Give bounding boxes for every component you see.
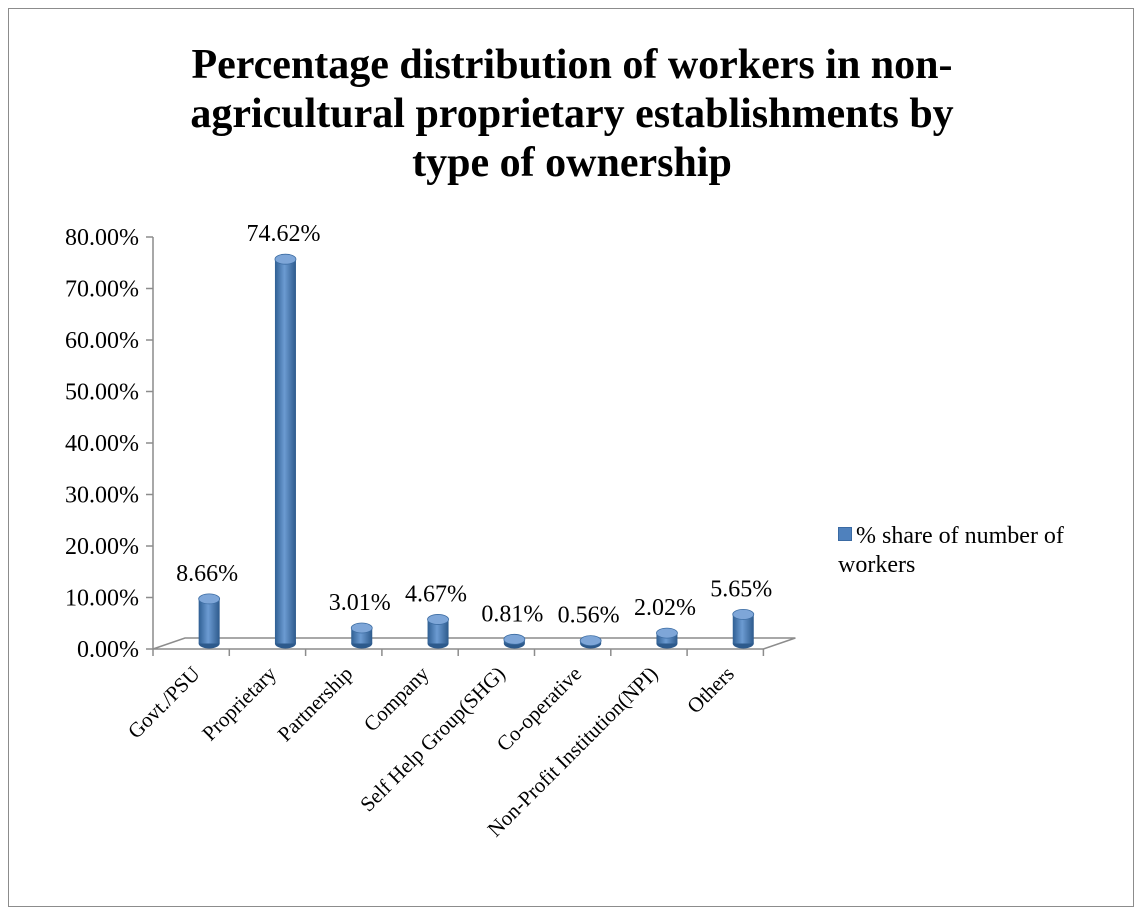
chart-title-line-1: Percentage distribution of workers in no… [191,42,953,88]
chart-title-line-2: agricultural proprietary establishments … [190,91,954,138]
bar-top [198,593,221,605]
x-category-label: Self Help Group(SHG) [355,662,510,817]
bar-body [198,598,220,644]
bar-body [427,619,449,644]
bar-top [427,614,449,625]
y-tick-label: 60.00% [65,328,139,354]
legend-swatch-icon [838,527,852,541]
data-label: 3.01% [329,590,391,616]
bar-1 [274,253,297,649]
x-category-label: Govt./PSU [123,662,205,744]
data-label: 2.02% [634,595,696,621]
y-tick-label: 20.00% [65,534,139,560]
data-label: 4.67% [405,581,467,607]
bar-top [579,635,602,647]
y-tick-label: 40.00% [65,431,139,457]
data-label: 8.66% [176,561,238,587]
y-tick-label: 10.00% [65,586,139,612]
data-label: 5.65% [710,576,772,602]
bar-top [503,633,526,645]
bar-top [656,627,678,639]
y-tick-label: 70.00% [65,277,139,303]
data-label: 0.81% [481,601,543,627]
bar-5 [579,635,602,649]
bar-top [274,253,297,265]
bar-4 [503,633,526,649]
x-category-label: Company [359,661,434,736]
bar-3 [427,614,449,649]
y-tick-label: 50.00% [65,380,139,406]
bar-2 [350,622,373,649]
chart-floor [152,637,796,650]
x-category-label: Partnership [273,662,358,747]
data-label: 0.56% [558,603,620,629]
chart-title: Percentage distribution of workers in no… [9,41,1135,188]
chart-bars [198,253,755,649]
chart-axes: 0.00% 10.00% 20.00% 30.00% 40.00% 50.00% 60.00… [65,225,796,663]
x-category-label: Proprietary [197,661,281,745]
bar-body [274,259,296,644]
chart-legend: % share of number of workers [838,522,1136,580]
bar-0 [198,593,221,649]
chart-title-line-3: type of ownership [412,140,732,187]
bar-7 [732,609,755,649]
x-category-label: Others [682,662,739,719]
y-tick-label: 30.00% [65,483,139,509]
bar-body [732,614,754,644]
y-tick-label: 0.00% [77,637,139,663]
chart-frame: Percentage distribution of workers in no… [8,8,1134,907]
data-label: 74.62% [246,221,320,247]
chart-plot: 0.00% 10.00% 20.00% 30.00% 40.00% 50.00% 60.00… [65,221,796,841]
chart-labels: 8.66% Govt./PSU 74.62% Proprietary 3.01% Part… [123,221,772,841]
y-tick-label: 80.00% [65,225,139,251]
bar-top [350,622,373,634]
bar-top [732,609,755,620]
legend-series-label: % share of number of workers [838,523,1064,578]
bar-6 [656,627,678,649]
